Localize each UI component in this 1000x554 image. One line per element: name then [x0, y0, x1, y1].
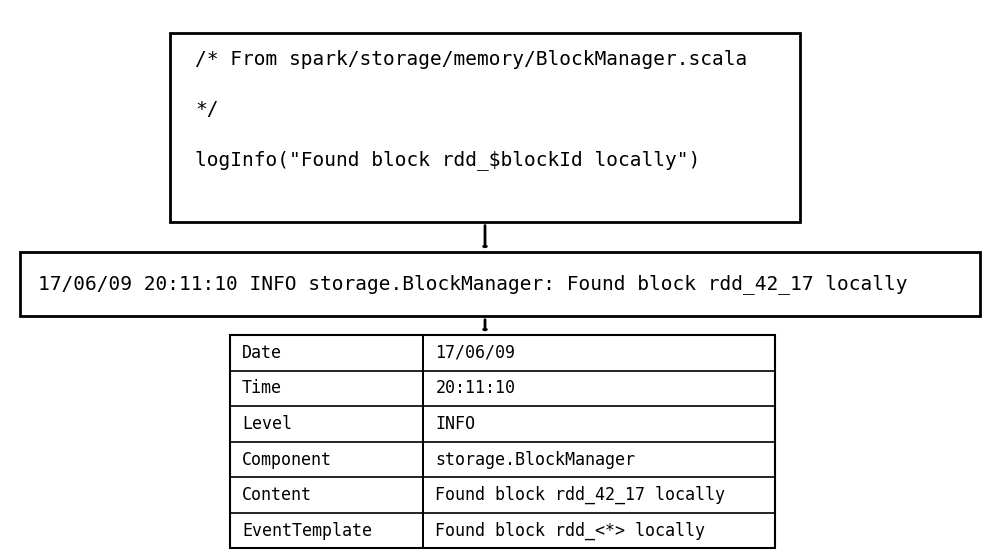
Text: Level: Level: [242, 415, 292, 433]
Text: Date: Date: [242, 344, 282, 362]
Text: logInfo("Found block rdd_$blockId locally"): logInfo("Found block rdd_$blockId locall…: [195, 150, 700, 170]
Bar: [230, 335, 775, 548]
Text: /* From spark/storage/memory/BlockManager.scala: /* From spark/storage/memory/BlockManage…: [195, 50, 747, 69]
Text: 20:11:10: 20:11:10: [435, 379, 515, 397]
Text: Found block rdd_<*> locally: Found block rdd_<*> locally: [435, 521, 705, 540]
Text: 17/06/09: 17/06/09: [435, 344, 515, 362]
Bar: [20, 252, 980, 316]
Text: Component: Component: [242, 450, 332, 469]
Text: storage.BlockManager: storage.BlockManager: [435, 450, 635, 469]
Text: EventTemplate: EventTemplate: [242, 522, 372, 540]
Bar: [170, 33, 800, 222]
Text: */: */: [195, 100, 218, 119]
Text: Content: Content: [242, 486, 312, 504]
Text: 17/06/09 20:11:10 INFO storage.BlockManager: Found block rdd_42_17 locally: 17/06/09 20:11:10 INFO storage.BlockMana…: [38, 274, 908, 294]
Text: Time: Time: [242, 379, 282, 397]
Text: Found block rdd_42_17 locally: Found block rdd_42_17 locally: [435, 486, 725, 504]
Text: INFO: INFO: [435, 415, 475, 433]
